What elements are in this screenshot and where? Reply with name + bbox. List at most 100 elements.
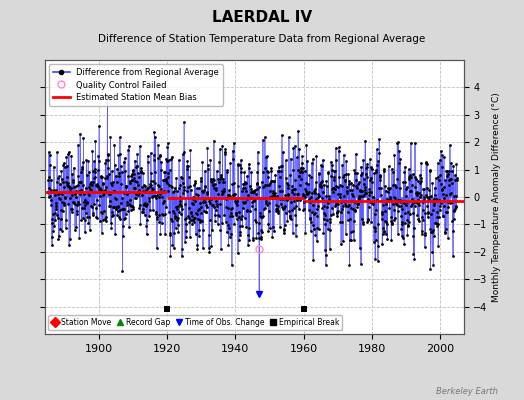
Point <box>74 179 83 185</box>
Point <box>309 202 318 208</box>
Point <box>440 195 449 201</box>
Point <box>187 216 195 223</box>
Point <box>447 180 456 186</box>
Point <box>81 229 89 236</box>
Point <box>363 219 372 226</box>
Point <box>389 201 397 208</box>
Point <box>137 169 146 175</box>
Point <box>357 193 366 199</box>
Point <box>270 178 278 185</box>
Point <box>169 244 178 251</box>
Point <box>99 180 107 186</box>
Point <box>361 138 369 144</box>
Point <box>210 176 218 183</box>
Point <box>93 197 101 204</box>
Point <box>269 187 277 194</box>
Point <box>155 212 163 218</box>
Point <box>330 176 339 183</box>
Point <box>174 215 182 222</box>
Point <box>177 174 185 180</box>
Point <box>423 214 432 220</box>
Point <box>80 201 89 208</box>
Point <box>338 162 346 168</box>
Point <box>150 156 158 163</box>
Point <box>112 173 120 179</box>
Point <box>205 232 213 238</box>
Point <box>194 185 203 192</box>
Point <box>68 209 76 216</box>
Point <box>234 236 243 243</box>
Point <box>173 222 182 228</box>
Point <box>287 155 295 162</box>
Point <box>163 140 172 147</box>
Point <box>63 200 72 207</box>
Point <box>72 208 81 214</box>
Point <box>166 232 174 239</box>
Point <box>46 177 54 183</box>
Point <box>193 211 201 217</box>
Point <box>380 183 389 190</box>
Point <box>154 181 162 188</box>
Point <box>386 194 395 200</box>
Point <box>263 182 271 188</box>
Point <box>389 207 398 213</box>
Point <box>156 191 165 197</box>
Point <box>421 232 429 238</box>
Point <box>397 202 405 209</box>
Point <box>58 191 67 197</box>
Point <box>224 241 233 248</box>
Point <box>150 192 159 199</box>
Point <box>165 157 173 163</box>
Point <box>396 196 405 203</box>
Point <box>400 220 409 226</box>
Point <box>95 158 103 164</box>
Point <box>277 132 286 138</box>
Point <box>204 166 212 173</box>
Point <box>196 210 205 216</box>
Point <box>254 234 263 241</box>
Point <box>248 202 256 209</box>
Point <box>61 217 70 223</box>
Point <box>388 220 397 227</box>
Point <box>140 182 148 188</box>
Point <box>221 151 229 158</box>
Point <box>162 178 171 184</box>
Point <box>259 184 267 190</box>
Point <box>375 149 384 156</box>
Point <box>361 190 369 196</box>
Point <box>362 190 370 196</box>
Point <box>235 232 244 239</box>
Point <box>127 206 135 213</box>
Point <box>199 198 208 205</box>
Point <box>120 206 128 212</box>
Point <box>325 193 333 199</box>
Point <box>439 153 447 160</box>
Point <box>85 226 94 233</box>
Point <box>424 209 432 216</box>
Point <box>225 191 233 198</box>
Point <box>320 182 329 188</box>
Point <box>395 148 403 155</box>
Point <box>366 175 375 181</box>
Point <box>86 178 95 185</box>
Point <box>210 184 219 191</box>
Point <box>383 236 391 242</box>
Point <box>280 227 289 233</box>
Point <box>64 180 73 186</box>
Point <box>444 199 452 205</box>
Point <box>353 203 362 210</box>
Point <box>420 196 428 203</box>
Point <box>220 179 228 185</box>
Point <box>300 199 309 206</box>
Point <box>354 181 363 187</box>
Point <box>388 220 396 226</box>
Point <box>152 208 160 215</box>
Point <box>147 182 155 188</box>
Point <box>223 192 232 198</box>
Point <box>56 190 64 196</box>
Point <box>214 190 222 197</box>
Point <box>265 208 273 214</box>
Point <box>374 257 382 264</box>
Point <box>351 170 359 176</box>
Point <box>409 210 417 216</box>
